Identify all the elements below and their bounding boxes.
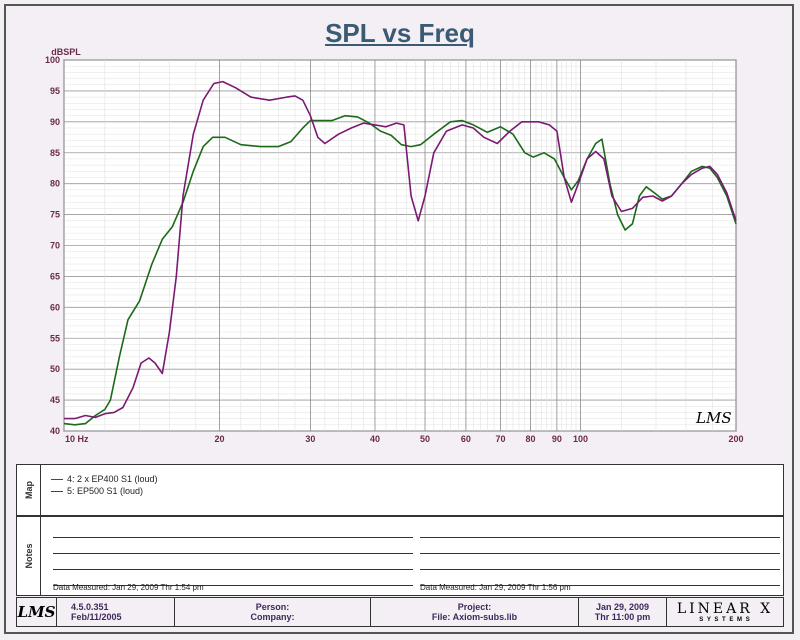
y-tick-label: 45 — [50, 395, 60, 405]
notes-right-measured: Data Measured: Jan 29, 2009 Thr 1:56 pm — [420, 583, 571, 592]
version-date: Feb/11/2005 — [71, 612, 122, 622]
lms-watermark: LMS — [695, 409, 732, 427]
y-tick-label: 50 — [50, 364, 60, 374]
legend-label-1: 4: 2 x EP400 S1 (loud) — [67, 474, 158, 484]
legend-item-series-2: 5: EP500 S1 (loud) — [51, 486, 143, 496]
project-label: Project: — [457, 602, 492, 612]
legend-swatch-2 — [51, 490, 63, 492]
x-tick-label: 10 Hz — [65, 434, 89, 444]
x-tick-label: 70 — [495, 434, 505, 444]
y-tick-label: 40 — [50, 426, 60, 436]
y-tick-label: 55 — [50, 333, 60, 343]
footer-date-cell: Jan 29, 2009 Thr 11:00 pm — [579, 598, 667, 626]
notes-right: Data Measured: Jan 29, 2009 Thr 1:56 pm — [420, 523, 780, 592]
y-tick-label: 80 — [50, 179, 60, 189]
footer-logo-cell: LMS — [17, 598, 57, 626]
footer-brand-cell: LINEAR X S Y S T E M S — [667, 598, 783, 626]
footer-time: Thr 11:00 pm — [594, 612, 651, 622]
x-tick-label: 30 — [305, 434, 315, 444]
person-label: Person: — [255, 602, 290, 612]
linear-x-sub: S Y S T E M S — [699, 617, 751, 623]
file-label: File: Axiom-subs.lib — [431, 612, 518, 622]
y-tick-label: 90 — [50, 117, 60, 127]
legend-swatch-1 — [51, 478, 63, 480]
x-tick-label: 100 — [573, 434, 588, 444]
x-tick-label: 20 — [214, 434, 224, 444]
y-tick-label: 95 — [50, 86, 60, 96]
footer-date: Jan 29, 2009 — [595, 602, 650, 612]
x-tick-label: 200 — [728, 434, 743, 444]
footer-bar: LMS 4.5.0.351 Feb/11/2005 Person: Compan… — [16, 597, 784, 627]
version-number: 4.5.0.351 — [71, 602, 109, 612]
x-tick-label: 50 — [420, 434, 430, 444]
y-tick-label: 60 — [50, 302, 60, 312]
x-tick-label: 40 — [370, 434, 380, 444]
footer-project-cell: Project: File: Axiom-subs.lib — [371, 598, 579, 626]
footer-person-cell: Person: Company: — [175, 598, 371, 626]
map-side-label: Map — [17, 465, 41, 515]
lms-logo: LMS — [17, 603, 56, 621]
y-tick-label: 100 — [45, 55, 60, 65]
series-line-2 — [64, 80, 737, 420]
x-tick-label: 90 — [552, 434, 562, 444]
series-line-1 — [63, 114, 737, 426]
notes-side-label: Notes — [17, 517, 41, 595]
legend-label-2: 5: EP500 S1 (loud) — [67, 486, 144, 496]
footer-version-cell: 4.5.0.351 Feb/11/2005 — [57, 598, 175, 626]
y-tick-label: 75 — [50, 210, 60, 220]
map-section: Map 4: 2 x EP400 S1 (loud) 5: EP500 S1 (… — [16, 464, 784, 516]
legend-item-series-1: 4: 2 x EP400 S1 (loud) — [51, 474, 158, 484]
y-tick-label: 70 — [50, 241, 60, 251]
notes-left: Data Measured: Jan 29, 2009 Thr 1:54 pm — [53, 523, 413, 592]
y-tick-label: 85 — [50, 148, 60, 158]
company-label: Company: — [250, 612, 295, 622]
chart-title: SPL vs Freq — [325, 18, 475, 48]
notes-left-measured: Data Measured: Jan 29, 2009 Thr 1:54 pm — [53, 583, 204, 592]
y-tick-label: 65 — [50, 271, 60, 281]
notes-section: Notes Data Measured: Jan 29, 2009 Thr 1:… — [16, 516, 784, 596]
x-tick-label: 80 — [525, 434, 535, 444]
x-tick-label: 60 — [461, 434, 471, 444]
y-axis-label: dBSPL — [51, 47, 81, 57]
linear-x-logo: LINEAR X — [676, 601, 774, 617]
